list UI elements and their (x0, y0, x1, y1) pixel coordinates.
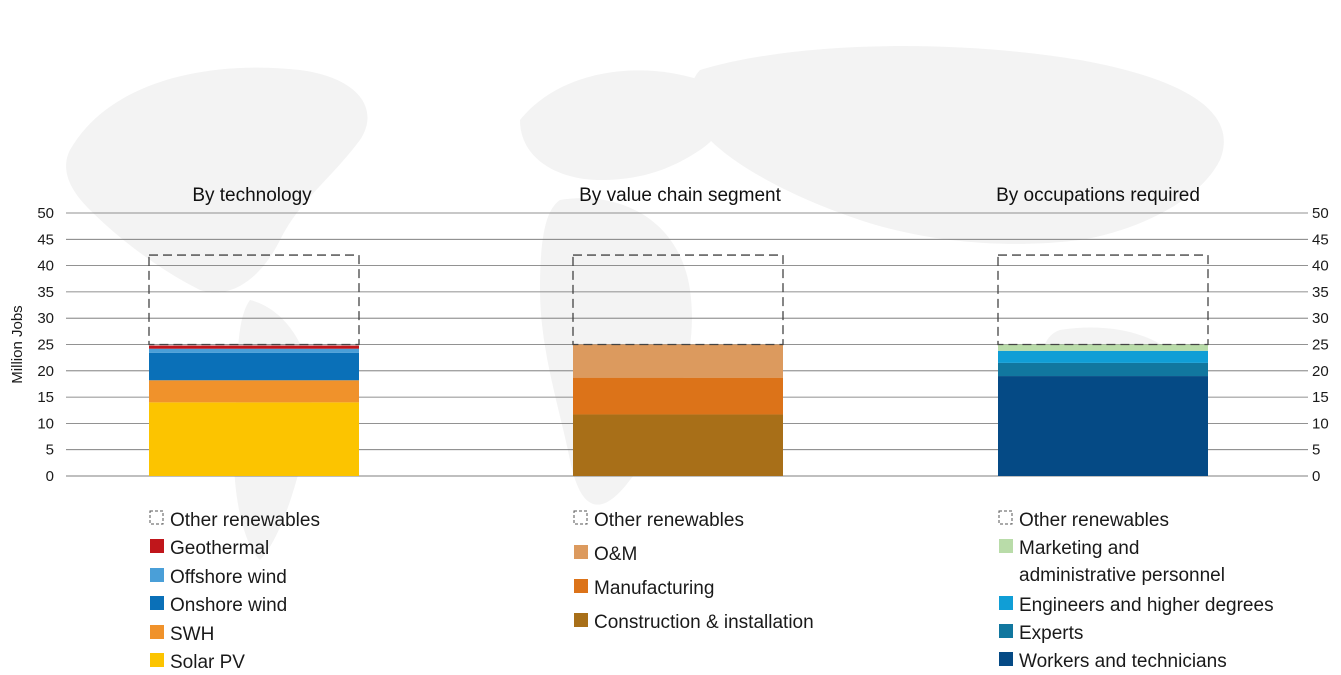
y-tick-label-left: 5 (46, 442, 54, 459)
y-tick-label-right: 15 (1312, 389, 1329, 406)
legend-label: Solar PV (170, 652, 245, 673)
legend-label: Experts (1019, 623, 1083, 644)
bar-segment-other-renewables (148, 254, 360, 346)
legend-label: Workers and technicians (1019, 651, 1227, 672)
legend-swatch (150, 596, 164, 610)
legend-swatch (999, 624, 1013, 638)
legend-swatch (574, 579, 588, 593)
y-tick-label-right: 30 (1312, 310, 1329, 327)
bar-segment-onshore-wind (149, 352, 359, 381)
y-tick-label-right: 50 (1312, 205, 1329, 222)
legend-swatch (998, 510, 1013, 525)
bar-segment-workers-and-technicians (998, 376, 1208, 476)
legend-item: Geothermal (150, 538, 269, 559)
legend-swatch (999, 652, 1013, 666)
legend-item: Other renewables (149, 510, 320, 531)
y-tick-label-left: 10 (37, 415, 54, 432)
legend-item: Onshore wind (150, 595, 287, 616)
y-tick-label-right: 25 (1312, 337, 1329, 354)
legend-item: Marketing and administrative personnel (999, 538, 1225, 586)
bar-segment-manufacturing (573, 377, 783, 415)
legend-swatch (150, 568, 164, 582)
bar-segment-other-renewables (997, 254, 1209, 346)
legend-label: Engineers and higher degrees (1019, 595, 1274, 616)
legend-label: Other renewables (170, 510, 320, 531)
panel-title: By technology (192, 185, 312, 206)
legend-label: Construction & installation (594, 612, 814, 633)
bar-segment-solar-pv (149, 402, 359, 476)
y-tick-label-left: 45 (37, 231, 54, 248)
world-map-watermark (66, 46, 1224, 560)
y-axis-label: Million Jobs (9, 305, 26, 383)
legend-label: Marketing and (1019, 538, 1139, 559)
bar-segment-marketing-and-administrative-personnel (998, 344, 1208, 351)
panel-2: By value chain segment Other renewables O&… (572, 185, 814, 633)
y-tick-label-left: 50 (37, 205, 54, 222)
legend-swatch (999, 539, 1013, 553)
bar-segment-swh (149, 380, 359, 403)
panel-1: By technology Other renewables Geothermal O… (148, 185, 360, 673)
legend-swatch (149, 510, 164, 525)
legend-item: Other renewables (573, 510, 744, 531)
y-tick-label-right: 5 (1312, 442, 1320, 459)
legend-swatch (150, 625, 164, 639)
legend-swatch (574, 613, 588, 627)
legend-label: administrative personnel (1019, 565, 1225, 586)
bar-segment-construction-installation (573, 414, 783, 476)
legend-item: Construction & installation (574, 612, 814, 633)
legend-swatch (150, 653, 164, 667)
legend-item: Manufacturing (574, 578, 714, 599)
y-tick-label-left: 20 (37, 363, 54, 380)
legend-item: O&M (574, 544, 637, 565)
legend-item: Engineers and higher degrees (999, 595, 1274, 616)
legend-item: Offshore wind (150, 567, 287, 588)
legend-item: Solar PV (150, 652, 245, 673)
bar-segment-other-renewables (572, 254, 784, 346)
bar-segment-o-m (573, 344, 783, 378)
bar-segment-geothermal (149, 345, 359, 349)
legend-swatch (573, 510, 588, 525)
y-tick-label-left: 30 (37, 310, 54, 327)
legend-item: Other renewables (998, 510, 1169, 531)
legend-item: SWH (150, 624, 214, 645)
y-tick-label-right: 45 (1312, 231, 1329, 248)
y-tick-label-left: 40 (37, 258, 54, 275)
legend-label: SWH (170, 624, 214, 645)
legend-item: Workers and technicians (999, 651, 1227, 672)
legend-label: Other renewables (1019, 510, 1169, 531)
y-tick-label-right: 20 (1312, 363, 1329, 380)
y-tick-label-left: 35 (37, 284, 54, 301)
bar-segment-offshore-wind (149, 348, 359, 353)
legend-label: O&M (594, 544, 637, 565)
panel-title: By value chain segment (579, 185, 781, 206)
legend-swatch (150, 539, 164, 553)
legend-item: Experts (999, 623, 1083, 644)
bar-segment-experts (998, 362, 1208, 377)
y-tick-label-right: 10 (1312, 415, 1329, 432)
y-tick-label-right: 40 (1312, 258, 1329, 275)
legend-label: Onshore wind (170, 595, 287, 616)
panel-title: By occupations required (996, 185, 1200, 206)
legend-label: Offshore wind (170, 567, 287, 588)
y-tick-label-right: 35 (1312, 284, 1329, 301)
legend-label: Geothermal (170, 538, 269, 559)
y-tick-label-left: 25 (37, 337, 54, 354)
y-tick-label-left: 15 (37, 389, 54, 406)
panel-3: By occupations required Other renewables M… (996, 185, 1274, 672)
legend-label: Manufacturing (594, 578, 714, 599)
bar-segment-engineers-and-higher-degrees (998, 350, 1208, 363)
y-tick-label-left: 0 (46, 468, 54, 485)
y-tick-label-right: 0 (1312, 468, 1320, 485)
legend-swatch (999, 596, 1013, 610)
legend-label: Other renewables (594, 510, 744, 531)
legend-swatch (574, 545, 588, 559)
